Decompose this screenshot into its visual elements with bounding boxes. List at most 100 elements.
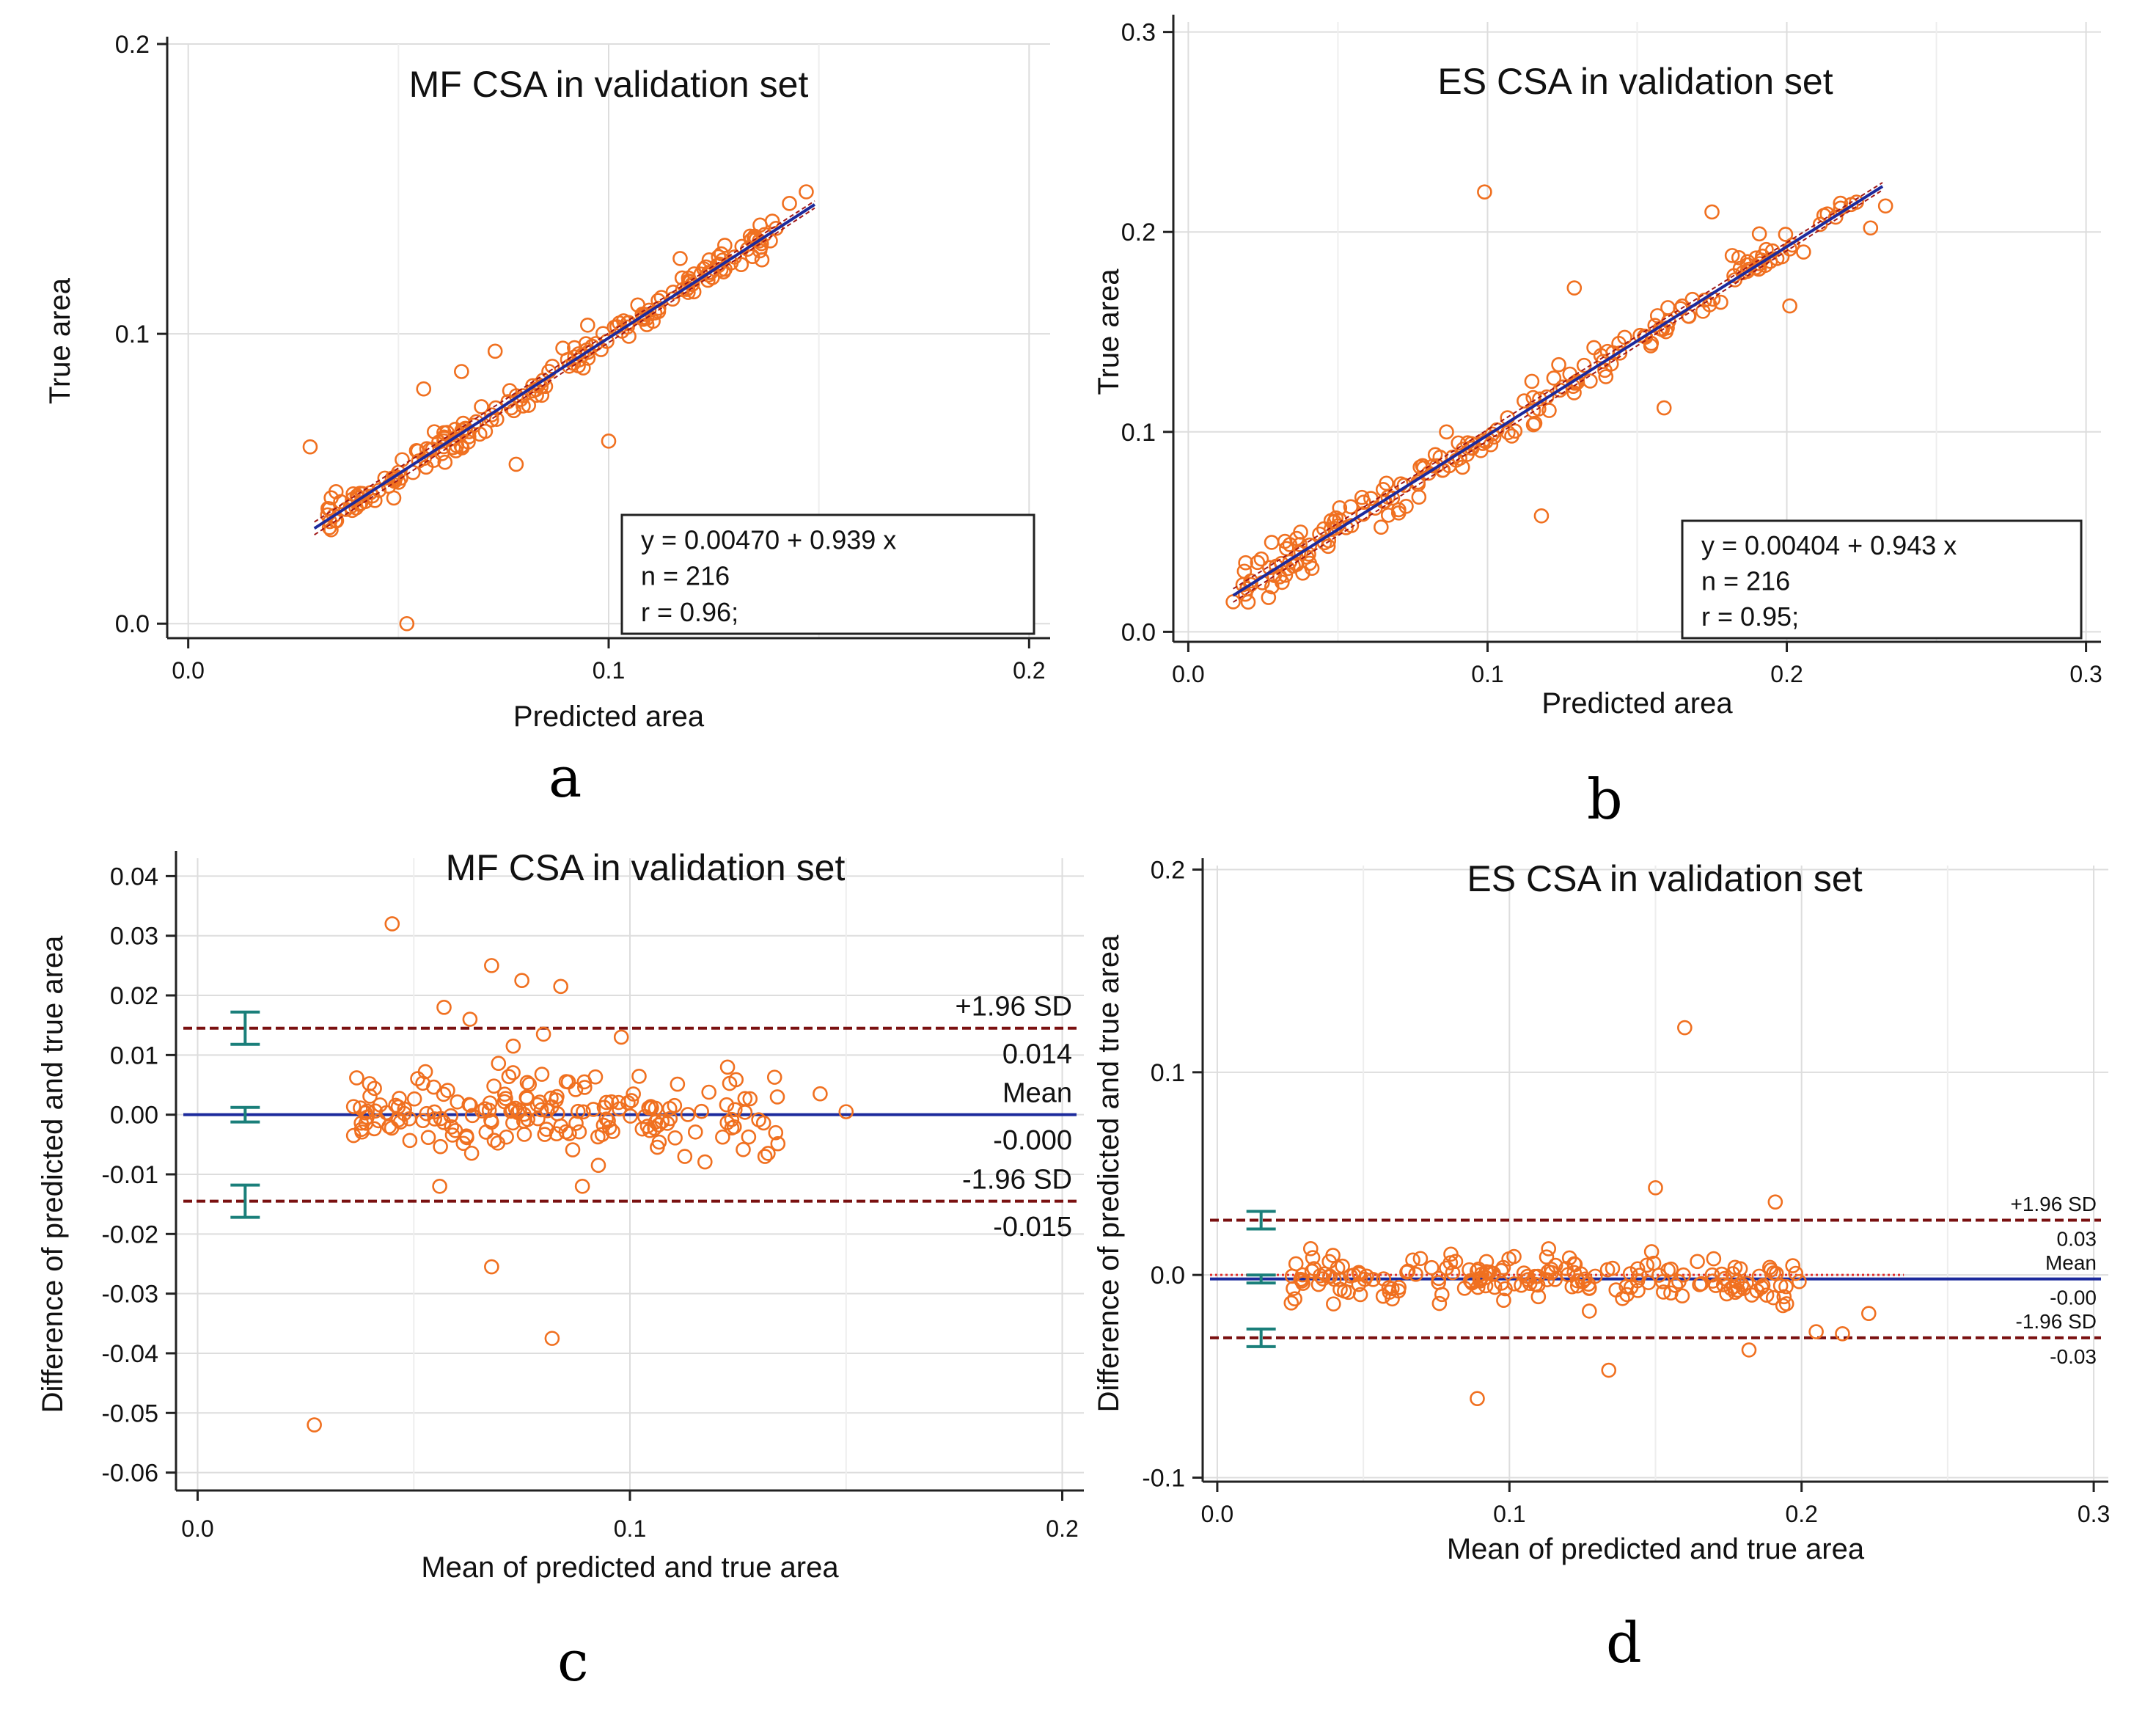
data-point	[672, 251, 688, 266]
y-tick-label: -0.04	[102, 1340, 159, 1368]
data-point	[462, 1012, 478, 1027]
data-point	[1496, 1292, 1511, 1309]
data-point	[1759, 1287, 1775, 1303]
y-axis-label: True area	[1093, 268, 1125, 395]
data-point	[1519, 1268, 1536, 1284]
data-point	[420, 1130, 436, 1145]
y-tick-label: 0.0	[1121, 618, 1156, 646]
data-point	[417, 1064, 433, 1080]
data-point	[1325, 1248, 1341, 1263]
data-point	[1294, 1273, 1310, 1289]
data-point	[384, 916, 400, 932]
data-point	[1697, 292, 1712, 308]
data-point	[1261, 590, 1277, 605]
data-point	[620, 1095, 636, 1111]
data-point	[1732, 1261, 1748, 1276]
data-point	[1530, 1289, 1547, 1305]
data-point	[1586, 340, 1602, 356]
data-point	[757, 1149, 773, 1164]
y-tick-label: 0.2	[115, 31, 150, 59]
data-point	[544, 1331, 560, 1346]
data-point	[1477, 184, 1492, 200]
data-point	[1530, 1277, 1546, 1293]
data-point	[1615, 1290, 1630, 1306]
data-point	[1423, 1259, 1440, 1276]
data-point	[484, 1259, 499, 1275]
upper-limit-label: +1.96 SD	[956, 992, 1073, 1023]
data-point	[737, 1091, 753, 1106]
data-point	[436, 1086, 452, 1102]
data-point	[1294, 1267, 1310, 1283]
data-point	[1253, 551, 1269, 567]
y-tick-label: -0.03	[102, 1281, 159, 1309]
data-point	[1330, 1260, 1346, 1276]
data-point	[444, 1119, 460, 1135]
data-point	[463, 1145, 480, 1161]
lower-limit-label: -1.96 SD	[962, 1164, 1072, 1195]
chart-title: MF CSA in validation set	[409, 64, 809, 105]
data-point	[1445, 1265, 1461, 1281]
x-axis-label: Mean of predicted and true area	[421, 1551, 839, 1584]
data-point	[717, 238, 733, 253]
data-point	[533, 1102, 549, 1118]
upper-limit-label: +1.96 SD	[2010, 1193, 2097, 1215]
data-point	[1288, 1256, 1304, 1272]
data-point	[1530, 1268, 1546, 1284]
data-point	[453, 439, 469, 454]
data-point	[642, 1122, 658, 1138]
data-point	[1753, 1279, 1770, 1295]
data-point	[1835, 1325, 1850, 1342]
data-point	[727, 1102, 743, 1118]
data-point	[611, 1094, 626, 1111]
data-point	[1695, 304, 1711, 319]
data-point	[1470, 1391, 1485, 1407]
data-point	[521, 1077, 538, 1092]
stats-box	[620, 513, 1035, 635]
data-point	[1375, 1288, 1391, 1304]
data-point	[694, 1103, 709, 1119]
data-point	[595, 1117, 612, 1133]
data-point	[1833, 195, 1849, 211]
data-point	[535, 1026, 551, 1042]
data-point	[486, 1078, 502, 1094]
y-tick-label: -0.01	[102, 1161, 159, 1189]
data-point	[1351, 1265, 1367, 1281]
data-point	[701, 1084, 716, 1100]
data-point	[760, 1146, 776, 1161]
data-point	[508, 456, 524, 472]
y-tick-label: 0.00	[110, 1102, 158, 1130]
data-point	[1343, 499, 1359, 515]
data-point	[516, 1127, 532, 1142]
data-point	[742, 1091, 758, 1107]
data-point	[1599, 1262, 1616, 1278]
data-point	[1486, 1279, 1503, 1295]
data-point	[1788, 1265, 1804, 1281]
y-tick-label: -0.05	[102, 1400, 159, 1427]
x-axis-label: Predicted area	[513, 700, 705, 733]
data-point	[1478, 1254, 1495, 1270]
data-point	[1597, 362, 1613, 378]
data-point	[1525, 417, 1541, 433]
x-tick-label: 0.0	[181, 1515, 213, 1542]
data-point	[1293, 544, 1309, 560]
data-point	[1767, 1194, 1783, 1210]
data-point	[590, 1157, 606, 1174]
data-point	[1580, 1276, 1596, 1292]
data-point	[406, 1091, 422, 1107]
upper-limit-value: 0.03	[2057, 1228, 2097, 1251]
data-point	[1385, 1291, 1400, 1307]
chart-title: MF CSA in validation set	[446, 847, 846, 888]
data-point	[1619, 1287, 1635, 1303]
y-tick-label: -0.1	[1142, 1464, 1185, 1492]
data-point	[1286, 558, 1301, 574]
data-point	[302, 439, 318, 455]
data-point	[1354, 489, 1370, 505]
data-point	[1762, 1259, 1778, 1276]
data-point	[1533, 508, 1550, 524]
y-tick-label: 0.3	[1121, 19, 1156, 47]
data-point	[1643, 1244, 1660, 1259]
data-point	[580, 317, 595, 333]
data-point	[490, 1135, 506, 1151]
stats-equation: y = 0.00404 + 0.943 x	[1701, 530, 1957, 560]
data-point	[1264, 535, 1280, 550]
